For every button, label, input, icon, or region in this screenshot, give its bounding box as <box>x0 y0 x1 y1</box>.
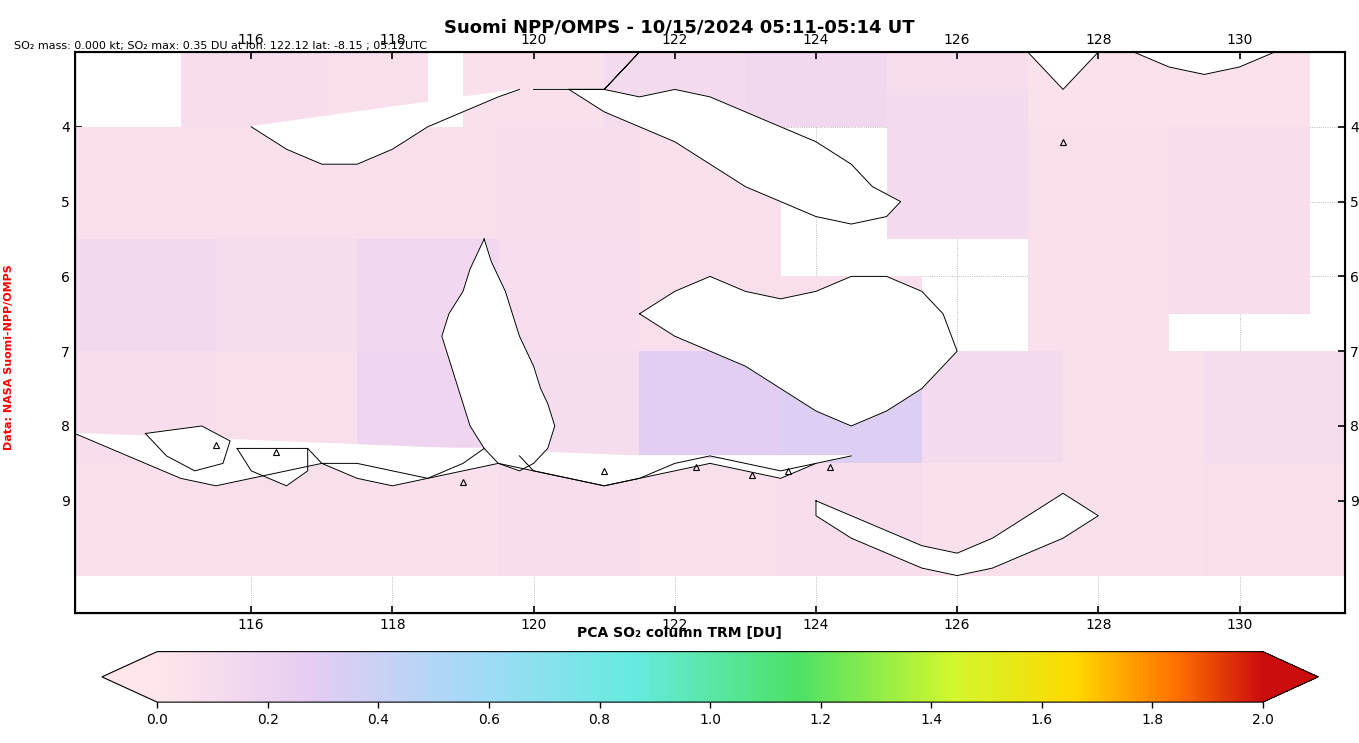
Polygon shape <box>442 239 554 471</box>
Bar <box>357 464 499 576</box>
Bar <box>921 351 1063 464</box>
Text: Data: NASA Suomi-NPP/OMPS: Data: NASA Suomi-NPP/OMPS <box>4 264 14 450</box>
Bar <box>1169 201 1310 314</box>
Bar <box>1063 351 1204 464</box>
Bar <box>1169 127 1310 239</box>
Bar <box>886 15 1027 127</box>
Bar <box>640 351 780 464</box>
Polygon shape <box>75 433 815 486</box>
Bar <box>75 464 216 576</box>
Text: Suomi NPP/OMPS - 10/15/2024 05:11-05:14 UT: Suomi NPP/OMPS - 10/15/2024 05:11-05:14 … <box>444 19 915 36</box>
Bar <box>499 464 640 576</box>
Bar <box>75 351 216 464</box>
Bar <box>640 239 780 351</box>
Bar <box>75 127 216 239</box>
Polygon shape <box>534 0 872 89</box>
Bar <box>1027 239 1169 351</box>
Bar <box>216 239 357 351</box>
Polygon shape <box>251 89 519 164</box>
Bar <box>499 351 640 464</box>
Bar <box>640 464 780 576</box>
Text: PCA SO₂ column TRM [DU]: PCA SO₂ column TRM [DU] <box>578 626 781 640</box>
Polygon shape <box>1027 0 1155 89</box>
Bar <box>780 276 921 351</box>
Polygon shape <box>307 449 484 486</box>
Polygon shape <box>519 456 851 486</box>
Bar <box>499 127 640 239</box>
Polygon shape <box>145 426 230 471</box>
PathPatch shape <box>102 652 158 702</box>
Bar <box>886 89 1027 239</box>
Bar <box>1204 464 1345 576</box>
Bar <box>780 351 921 464</box>
Bar <box>1027 15 1169 127</box>
Bar <box>357 351 499 464</box>
Bar <box>1204 351 1345 464</box>
Bar <box>780 464 921 576</box>
Polygon shape <box>815 493 1098 576</box>
Polygon shape <box>640 276 957 426</box>
Bar <box>357 127 499 239</box>
Bar <box>181 15 322 127</box>
Text: SO₂ mass: 0.000 kt; SO₂ max: 0.35 DU at lon: 122.12 lat: -8.15 ; 05:12UTC: SO₂ mass: 0.000 kt; SO₂ max: 0.35 DU at … <box>14 41 427 51</box>
PathPatch shape <box>1263 652 1318 702</box>
Polygon shape <box>236 449 307 486</box>
Bar <box>605 15 745 127</box>
Bar <box>322 52 428 164</box>
Bar <box>216 351 357 464</box>
Bar <box>1063 464 1204 576</box>
Bar <box>216 464 357 576</box>
Bar <box>75 239 216 351</box>
Bar <box>640 127 780 239</box>
Polygon shape <box>1133 30 1275 74</box>
Bar <box>921 464 1063 576</box>
Bar <box>1169 15 1310 127</box>
Bar <box>357 239 499 351</box>
Bar <box>499 239 640 351</box>
Bar <box>1027 127 1169 239</box>
Bar <box>463 15 605 127</box>
Bar <box>745 15 886 127</box>
Bar <box>216 127 357 239</box>
Polygon shape <box>569 89 901 224</box>
